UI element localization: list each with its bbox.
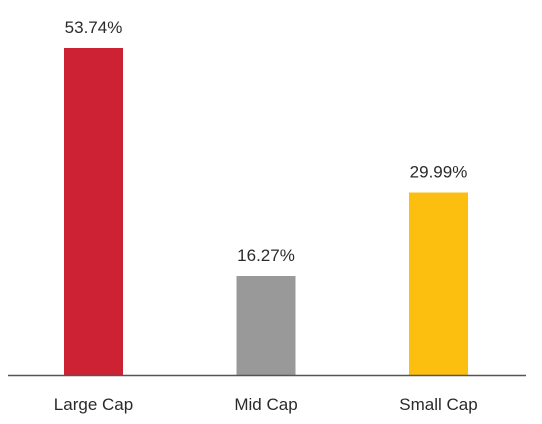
bar-mid-cap — [236, 275, 296, 375]
category-labels-group: Large Cap Mid Cap Small Cap — [54, 395, 478, 414]
bar-large-cap — [64, 48, 123, 375]
tick-label-small-cap: Small Cap — [399, 395, 477, 414]
bars-group — [64, 48, 468, 375]
data-label-mid-cap: 16.27% — [237, 246, 295, 265]
data-label-large-cap: 53.74% — [65, 18, 123, 37]
value-labels-group: 53.74% 16.27% 29.99% — [65, 18, 468, 265]
tick-label-large-cap: Large Cap — [54, 395, 133, 414]
bar-small-cap — [409, 192, 468, 375]
tick-label-mid-cap: Mid Cap — [234, 395, 297, 414]
data-label-small-cap: 29.99% — [410, 163, 468, 182]
